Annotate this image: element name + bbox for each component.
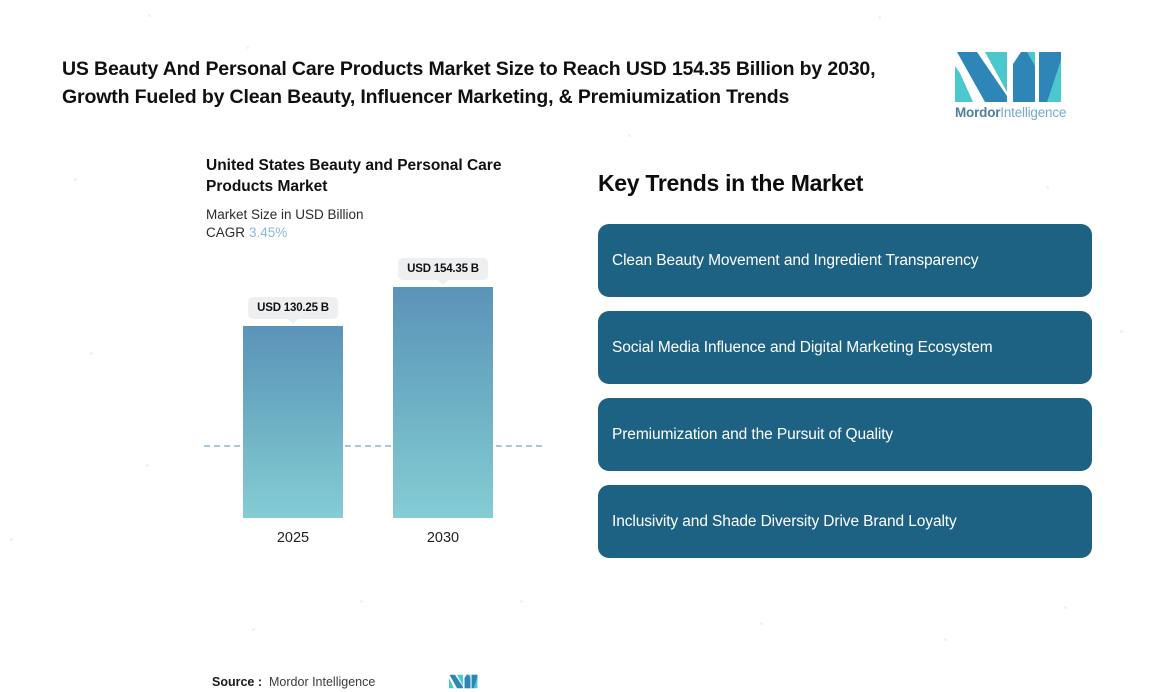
source-label: Source : xyxy=(212,674,263,689)
axis-tick-2030: 2030 xyxy=(426,530,460,546)
bar-2025[interactable] xyxy=(243,326,343,518)
trend-card[interactable]: Clean Beauty Movement and Ingredient Tra… xyxy=(598,224,1092,297)
trend-card-label: Clean Beauty Movement and Ingredient Tra… xyxy=(612,251,979,269)
trend-card[interactable]: Premiumization and the Pursuit of Qualit… xyxy=(598,398,1092,471)
chart-subtitle: Market Size in USD Billion xyxy=(206,206,364,222)
trend-card-label: Social Media Influence and Digital Marke… xyxy=(612,338,993,356)
mordor-logo-icon xyxy=(955,52,1061,102)
bar-chart-plot: USD 130.25 B 2025 USD 154.35 B 2030 Sour… xyxy=(202,258,546,689)
reference-dashed-line xyxy=(204,445,542,447)
trend-card[interactable]: Social Media Influence and Digital Marke… xyxy=(598,311,1092,384)
bar-2030[interactable] xyxy=(393,287,493,518)
mordor-logo-small-icon xyxy=(449,674,478,689)
chart-title: United States Beauty and Personal Care P… xyxy=(206,157,502,196)
bar-group: USD 130.25 B 2025 USD 154.35 B 2030 xyxy=(202,258,546,548)
key-trends-title: Key Trends in the Market xyxy=(598,170,864,196)
page-title: US Beauty And Personal Care Products Mar… xyxy=(62,58,876,108)
chart-cagr: CAGR 3.45% xyxy=(206,225,546,240)
brand-word-light: Intelligence xyxy=(1000,105,1067,120)
trend-card-list: Clean Beauty Movement and Ingredient Tra… xyxy=(598,224,1094,558)
cagr-value: 3.45% xyxy=(249,224,288,240)
brand-wordmark: MordorIntelligence xyxy=(955,105,1070,120)
source-row: Source : Mordor Intelligence xyxy=(212,671,512,692)
chart-panel: United States Beauty and Personal Care P… xyxy=(204,155,546,689)
source-value: Mordor Intelligence xyxy=(269,674,376,689)
key-trends-panel: Key Trends in the Market Clean Beauty Mo… xyxy=(598,170,1094,572)
brand-word-bold: Mordor xyxy=(955,105,1001,120)
trend-card[interactable]: Inclusivity and Shade Diversity Drive Br… xyxy=(598,485,1092,558)
bar-value-label-2025: USD 130.25 B xyxy=(248,297,338,324)
trend-card-label: Premiumization and the Pursuit of Qualit… xyxy=(612,425,894,443)
axis-tick-2025: 2025 xyxy=(276,530,310,546)
page-header: US Beauty And Personal Care Products Mar… xyxy=(0,0,1170,140)
trend-card-label: Inclusivity and Shade Diversity Drive Br… xyxy=(612,512,957,530)
brand-logo: MordorIntelligence xyxy=(955,52,1070,127)
cagr-label: CAGR xyxy=(206,224,246,240)
bar-value-label-2030: USD 154.35 B xyxy=(398,258,488,285)
